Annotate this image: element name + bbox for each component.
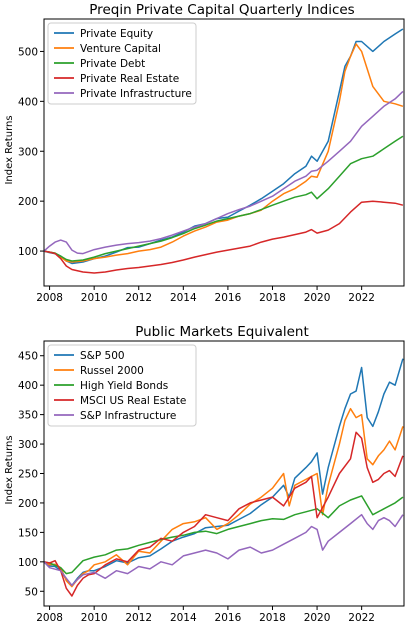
x-tick-label: 2010 [81, 292, 108, 304]
legend-label: High Yield Bonds [80, 380, 168, 392]
y-tick-label: 150 [18, 527, 38, 539]
y-tick-label: 50 [25, 586, 38, 598]
legend-label: MSCI US Real Estate [80, 395, 186, 407]
x-tick-label: 2022 [348, 292, 375, 304]
y-tick-label: 200 [18, 498, 38, 510]
series-group [43, 28, 404, 274]
series-line-private-debt [43, 135, 404, 262]
legend-box [47, 344, 197, 427]
series-group [43, 358, 404, 597]
x-tick-label: 2018 [259, 612, 286, 624]
legend-label: Private Real Estate [80, 73, 179, 85]
y-tick-label: 450 [18, 351, 38, 363]
x-tick-label: 2016 [215, 612, 242, 624]
x-tick-label: 2020 [304, 612, 331, 624]
x-tick-label: 2018 [259, 292, 286, 304]
axis-ticks: 2008 2010 2012 2014 2016 2018 2020 2022 100 200 30… [18, 46, 375, 304]
chart-title: Public Markets Equivalent [135, 324, 309, 340]
series-line-russel-2000 [43, 407, 404, 588]
y-axis-label: Index Returns [4, 115, 15, 184]
y-tick-label: 250 [18, 469, 38, 481]
chart-private-capital: Preqin Private Capital Quarterly Indices… [4, 2, 405, 304]
x-tick-label: 2012 [125, 292, 152, 304]
x-tick-label: 2010 [81, 612, 108, 624]
chart-title: Preqin Private Capital Quarterly Indices [89, 2, 354, 18]
legend-label: Russel 2000 [80, 365, 144, 377]
y-axis-label: Index Returns [4, 435, 15, 504]
series-line-venture-capital [43, 43, 404, 263]
series-line-private-real-estate [43, 200, 404, 274]
y-tick-label: 400 [18, 96, 38, 108]
y-tick-label: 100 [18, 246, 38, 258]
x-tick-label: 2012 [125, 612, 152, 624]
chart-public-markets: Public Markets Equivalent Index Returns … [4, 324, 405, 624]
y-tick-label: 500 [18, 46, 38, 58]
axis-ticks: 2008 2010 2012 2014 2016 2018 2020 2022 50 100 150… [18, 351, 375, 624]
x-tick-label: 2008 [36, 612, 63, 624]
series-line-private-infrastructure [43, 90, 404, 255]
y-tick-label: 200 [18, 196, 38, 208]
y-tick-label: 350 [18, 410, 38, 422]
legend-label: Private Debt [80, 58, 145, 70]
x-tick-label: 2022 [348, 612, 375, 624]
x-tick-label: 2008 [36, 292, 63, 304]
series-line-msci-us-real-estate [43, 431, 404, 597]
x-tick-label: 2016 [215, 292, 242, 304]
x-tick-label: 2020 [304, 292, 331, 304]
series-line-s-p-infrastructure [43, 513, 404, 587]
legend: S&P 500 Russel 2000 High Yield Bonds MSCI U… [47, 344, 197, 427]
plot-frame [43, 18, 405, 287]
legend-label: Venture Capital [80, 43, 161, 55]
legend-label: S&P 500 [80, 350, 125, 362]
x-tick-label: 2014 [170, 292, 197, 304]
y-tick-label: 400 [18, 380, 38, 392]
legend-label: Private Infrastructure [80, 88, 192, 100]
x-tick-label: 2014 [170, 612, 197, 624]
legend-label: S&P Infrastructure [80, 410, 176, 422]
y-tick-label: 100 [18, 557, 38, 569]
legend-label: Private Equity [80, 28, 153, 40]
legend: Private Equity Venture Capital Private Deb… [47, 22, 197, 105]
y-tick-label: 300 [18, 439, 38, 451]
y-tick-label: 300 [18, 146, 38, 158]
series-line-high-yield-bonds [43, 495, 404, 575]
legend-box [47, 22, 197, 105]
